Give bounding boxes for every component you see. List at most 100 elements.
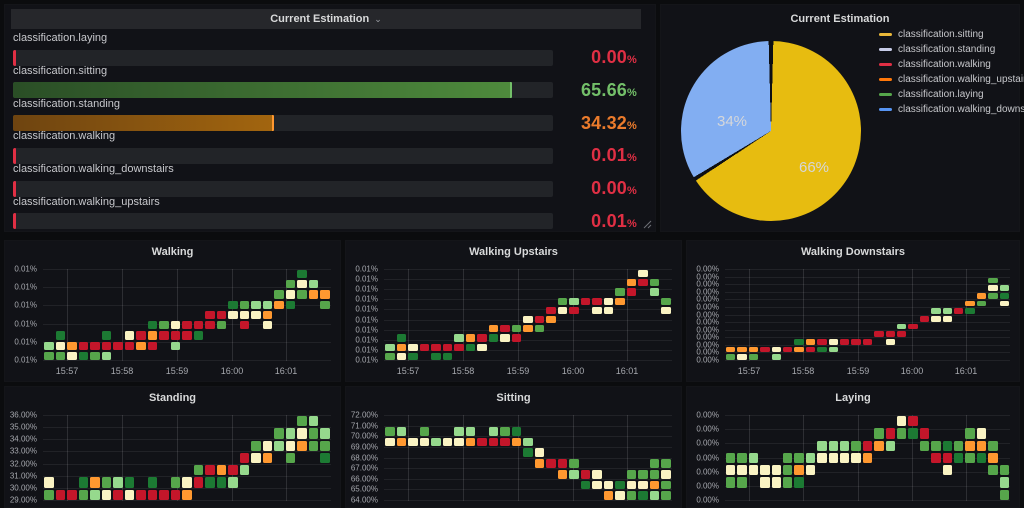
- heatmap-cell: [976, 428, 987, 439]
- heatmap-cell: [239, 321, 250, 330]
- heatmap-cell: [78, 477, 89, 488]
- legend-item[interactable]: classification.laying: [879, 89, 1015, 100]
- heatmap-cell: [988, 293, 998, 299]
- heatmap-cell: [988, 452, 998, 464]
- bargauge-rows: classification.laying 0.00% classification…: [13, 32, 647, 231]
- legend-item[interactable]: classification.standing: [879, 44, 1015, 55]
- heatmap-cell: [228, 477, 238, 488]
- gauge-track: [13, 82, 553, 99]
- heatmap-cell: [794, 477, 804, 488]
- heatmap-cell: [136, 489, 146, 500]
- heatmap-cell: [885, 428, 895, 439]
- x-axis-label: 16:00: [220, 366, 244, 376]
- heatmap-cell: [828, 346, 838, 353]
- heatmap-cell: [999, 465, 1009, 476]
- heatmap-cell: [534, 448, 545, 457]
- panel-title-dropdown[interactable]: Current Estimation ⌄: [11, 9, 641, 29]
- gauge-row: classification.laying 0.00%: [13, 32, 647, 67]
- y-axis-label: 31.00%: [9, 471, 37, 481]
- heatmap-cell: [557, 459, 568, 468]
- gauge-value: 34.32%: [580, 112, 637, 133]
- heatmap-cell: [523, 448, 533, 457]
- heatmap-cell: [216, 465, 227, 476]
- y-axis-label: 0.01%: [355, 284, 378, 294]
- x-axis-label: 16:01: [954, 366, 978, 376]
- y-gridline: [384, 436, 672, 437]
- heatmap-title[interactable]: Walking Upstairs: [469, 246, 558, 258]
- heatmap-cell: [136, 331, 146, 340]
- x-axis-label: 16:00: [561, 366, 585, 376]
- heatmap-title[interactable]: Walking Downstairs: [800, 246, 906, 258]
- heatmap-cell: [297, 428, 307, 439]
- legend-item[interactable]: classification.walking: [879, 59, 1015, 70]
- x-axis-label: 16:01: [615, 366, 639, 376]
- heatmap-cell: [285, 280, 296, 289]
- heatmap-cell: [603, 480, 614, 490]
- heatmap-cell: [603, 491, 614, 500]
- heatmap-cell: [454, 334, 464, 342]
- panel-resize-handle[interactable]: [643, 220, 652, 229]
- heatmap-cell: [931, 440, 941, 451]
- pie-chart: 66% 34%: [681, 41, 861, 221]
- pie-slice-label-standing: 34%: [717, 113, 748, 130]
- heatmap-title[interactable]: Walking: [151, 246, 194, 258]
- heatmap-cell: [262, 321, 273, 330]
- heatmap-cell: [396, 352, 407, 360]
- heatmap-cell: [649, 480, 660, 490]
- legend-item[interactable]: classification.walking_upstairs: [879, 74, 1024, 85]
- heatmap-cell: [67, 489, 77, 500]
- heatmap-cell: [874, 440, 884, 451]
- heatmap-cell: [193, 465, 204, 476]
- x-axis-label: 15:58: [451, 366, 475, 376]
- heatmap-cell: [760, 465, 770, 476]
- heatmap-cell: [851, 440, 861, 451]
- heatmap-cell: [999, 285, 1009, 291]
- heatmap-cell: [523, 316, 533, 324]
- heatmap-cell: [569, 469, 579, 479]
- heatmap-cell: [308, 280, 319, 289]
- heatmap-cell: [44, 489, 54, 500]
- heatmap-cell: [638, 491, 648, 500]
- y-gridline: [384, 279, 672, 280]
- heatmap-cell: [942, 308, 952, 314]
- heatmap-cell: [465, 343, 476, 351]
- heatmap-cell: [147, 477, 158, 488]
- heatmap-cell: [805, 452, 816, 464]
- heatmap-cell: [546, 459, 556, 468]
- heatmap-cell: [170, 341, 181, 350]
- heatmap-cell: [385, 437, 395, 447]
- heatmap-title[interactable]: Laying: [835, 392, 871, 404]
- y-gridline: [384, 289, 672, 290]
- heatmap-plot: 72.00% 71.00% 70.00% 69.00% 68.00% 67.00% 66.0…: [351, 411, 672, 505]
- heatmap-cell: [170, 321, 181, 330]
- gauge-row-line: 34.32%: [13, 113, 647, 134]
- x-gridline: [408, 269, 409, 361]
- heatmap-cell: [251, 300, 261, 309]
- heatmap-cell: [771, 465, 781, 476]
- heatmap-cell: [90, 341, 100, 350]
- heatmap-cell: [840, 339, 850, 345]
- heatmap-cell: [783, 465, 793, 476]
- x-gridline: [67, 415, 68, 501]
- heatmap-cell: [999, 293, 1009, 299]
- heatmap-title[interactable]: Sitting: [496, 392, 531, 404]
- heatmap-cell: [546, 306, 556, 314]
- heatmap-cell: [919, 440, 930, 451]
- heatmap-cell: [285, 290, 296, 299]
- heatmap-title[interactable]: Standing: [148, 392, 197, 404]
- heatmap-cell: [771, 477, 781, 488]
- heatmap-cell: [649, 469, 660, 479]
- legend-item[interactable]: classification.sitting: [879, 29, 1015, 40]
- legend-swatch: [879, 108, 892, 111]
- heatmap-cell: [182, 477, 192, 488]
- y-axis-label: 0.01%: [14, 282, 37, 292]
- heatmap-cell: [942, 316, 952, 322]
- heatmap-cell: [239, 300, 250, 309]
- x-gridline: [463, 415, 464, 501]
- heatmap-cell: [580, 297, 591, 305]
- heatmap-cell: [661, 491, 671, 500]
- legend-item[interactable]: classification.walking_downstairs: [879, 104, 1024, 115]
- x-gridline: [463, 269, 464, 361]
- heatmap-cell: [748, 354, 759, 360]
- heatmap-cell: [239, 465, 250, 476]
